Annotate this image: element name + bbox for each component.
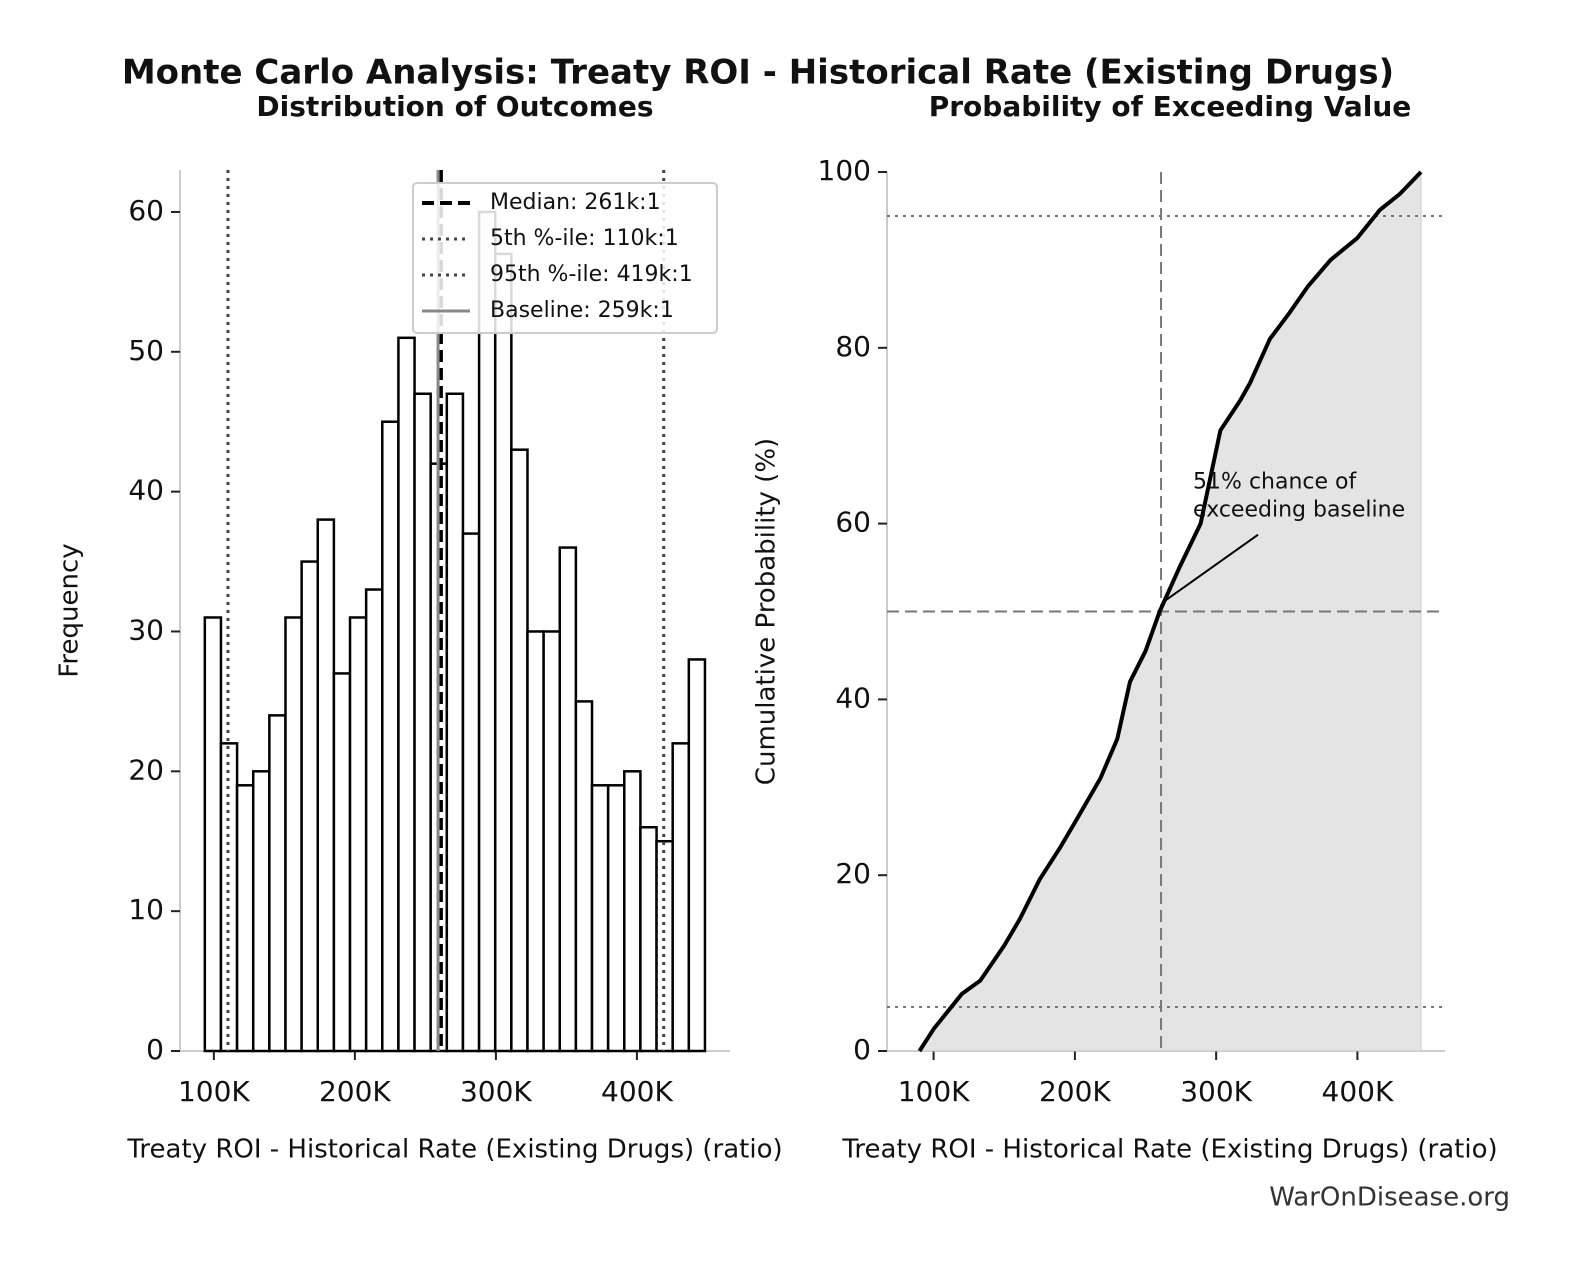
histogram-bar [413, 392, 432, 1053]
x-tick-label: 400K [601, 1075, 673, 1108]
histogram-bar [639, 826, 658, 1053]
y-tick-label: 60 [835, 506, 871, 539]
y-tick-label: 60 [128, 194, 164, 227]
histogram-bar [623, 770, 642, 1053]
y-axis-label: Frequency [55, 543, 85, 677]
histogram-bar [574, 700, 594, 1053]
y-tick-label: 40 [128, 474, 164, 507]
legend-label: Baseline: 259k:1 [490, 298, 674, 323]
histogram-bar [300, 560, 320, 1053]
histogram-bar [316, 518, 336, 1053]
histogram-bar [268, 714, 287, 1053]
histogram-bar [542, 630, 562, 1053]
y-tick-label: 20 [835, 857, 871, 890]
x-tick-label: 200K [319, 1075, 391, 1108]
legend-box [412, 182, 718, 334]
y-tick-label: 10 [128, 893, 164, 926]
y-tick-label: 0 [146, 1033, 164, 1066]
x-tick-label: 400K [1322, 1075, 1394, 1108]
histogram-bar [203, 616, 223, 1053]
y-tick-label: 40 [835, 681, 871, 714]
histogram-bar [606, 784, 626, 1053]
histogram-bar [461, 532, 481, 1053]
histogram-bar [445, 392, 465, 1053]
annotation-text: exceeding baseline [1193, 498, 1405, 523]
histogram-bar [364, 588, 384, 1053]
x-tick-label: 300K [1180, 1075, 1252, 1108]
x-tick-label: 100K [178, 1075, 250, 1108]
histogram-bar [590, 784, 610, 1053]
legend-label: 5th %-ile: 110k:1 [490, 226, 679, 251]
histogram-bar [477, 210, 497, 1053]
x-axis-label: Treaty ROI - Historical Rate (Existing D… [841, 1135, 1497, 1165]
y-tick-label: 30 [128, 613, 164, 646]
histogram-bar [510, 448, 529, 1053]
legend-label: Median: 261k:1 [490, 190, 661, 215]
annotation-arrow [1164, 533, 1259, 602]
histogram-bar [558, 546, 578, 1053]
histogram-bar [332, 672, 352, 1053]
histogram-bar [526, 630, 545, 1053]
histogram-bar [687, 658, 707, 1053]
histogram-bar [493, 252, 513, 1053]
histogram-bar [284, 616, 303, 1053]
legend-label: 95th %-ile: 419k:1 [490, 262, 693, 287]
annotation-text: 51% chance of [1193, 470, 1357, 495]
histogram-bar [235, 784, 255, 1053]
y-axis-label: Cumulative Probability (%) [752, 438, 782, 785]
x-tick-label: 200K [1039, 1075, 1111, 1108]
y-tick-label: 0 [853, 1033, 871, 1066]
subplot-title: Probability of Exceeding Value [929, 90, 1412, 123]
y-tick-label: 100 [818, 154, 871, 187]
subplot-title: Distribution of Outcomes [256, 90, 653, 123]
cumulative-line [917, 170, 1423, 1053]
histogram-bar [381, 420, 400, 1053]
x-axis-label: Treaty ROI - Historical Rate (Existing D… [126, 1135, 782, 1165]
histogram-bar [251, 770, 271, 1053]
y-tick-label: 80 [835, 330, 871, 363]
y-tick-label: 50 [128, 334, 164, 367]
figure-title: Monte Carlo Analysis: Treaty ROI - Histo… [122, 53, 1394, 93]
histogram-bar [671, 742, 691, 1053]
legend: Median: 261k:1 5th %-ile: 110k:1 95th %-il… [412, 182, 718, 334]
histogram-bar [348, 616, 368, 1053]
histogram-bar [397, 336, 416, 1053]
x-tick-label: 300K [460, 1075, 532, 1108]
watermark: WarOnDisease.org [1269, 1183, 1510, 1213]
y-tick-label: 20 [128, 753, 164, 786]
x-tick-label: 100K [898, 1075, 970, 1108]
